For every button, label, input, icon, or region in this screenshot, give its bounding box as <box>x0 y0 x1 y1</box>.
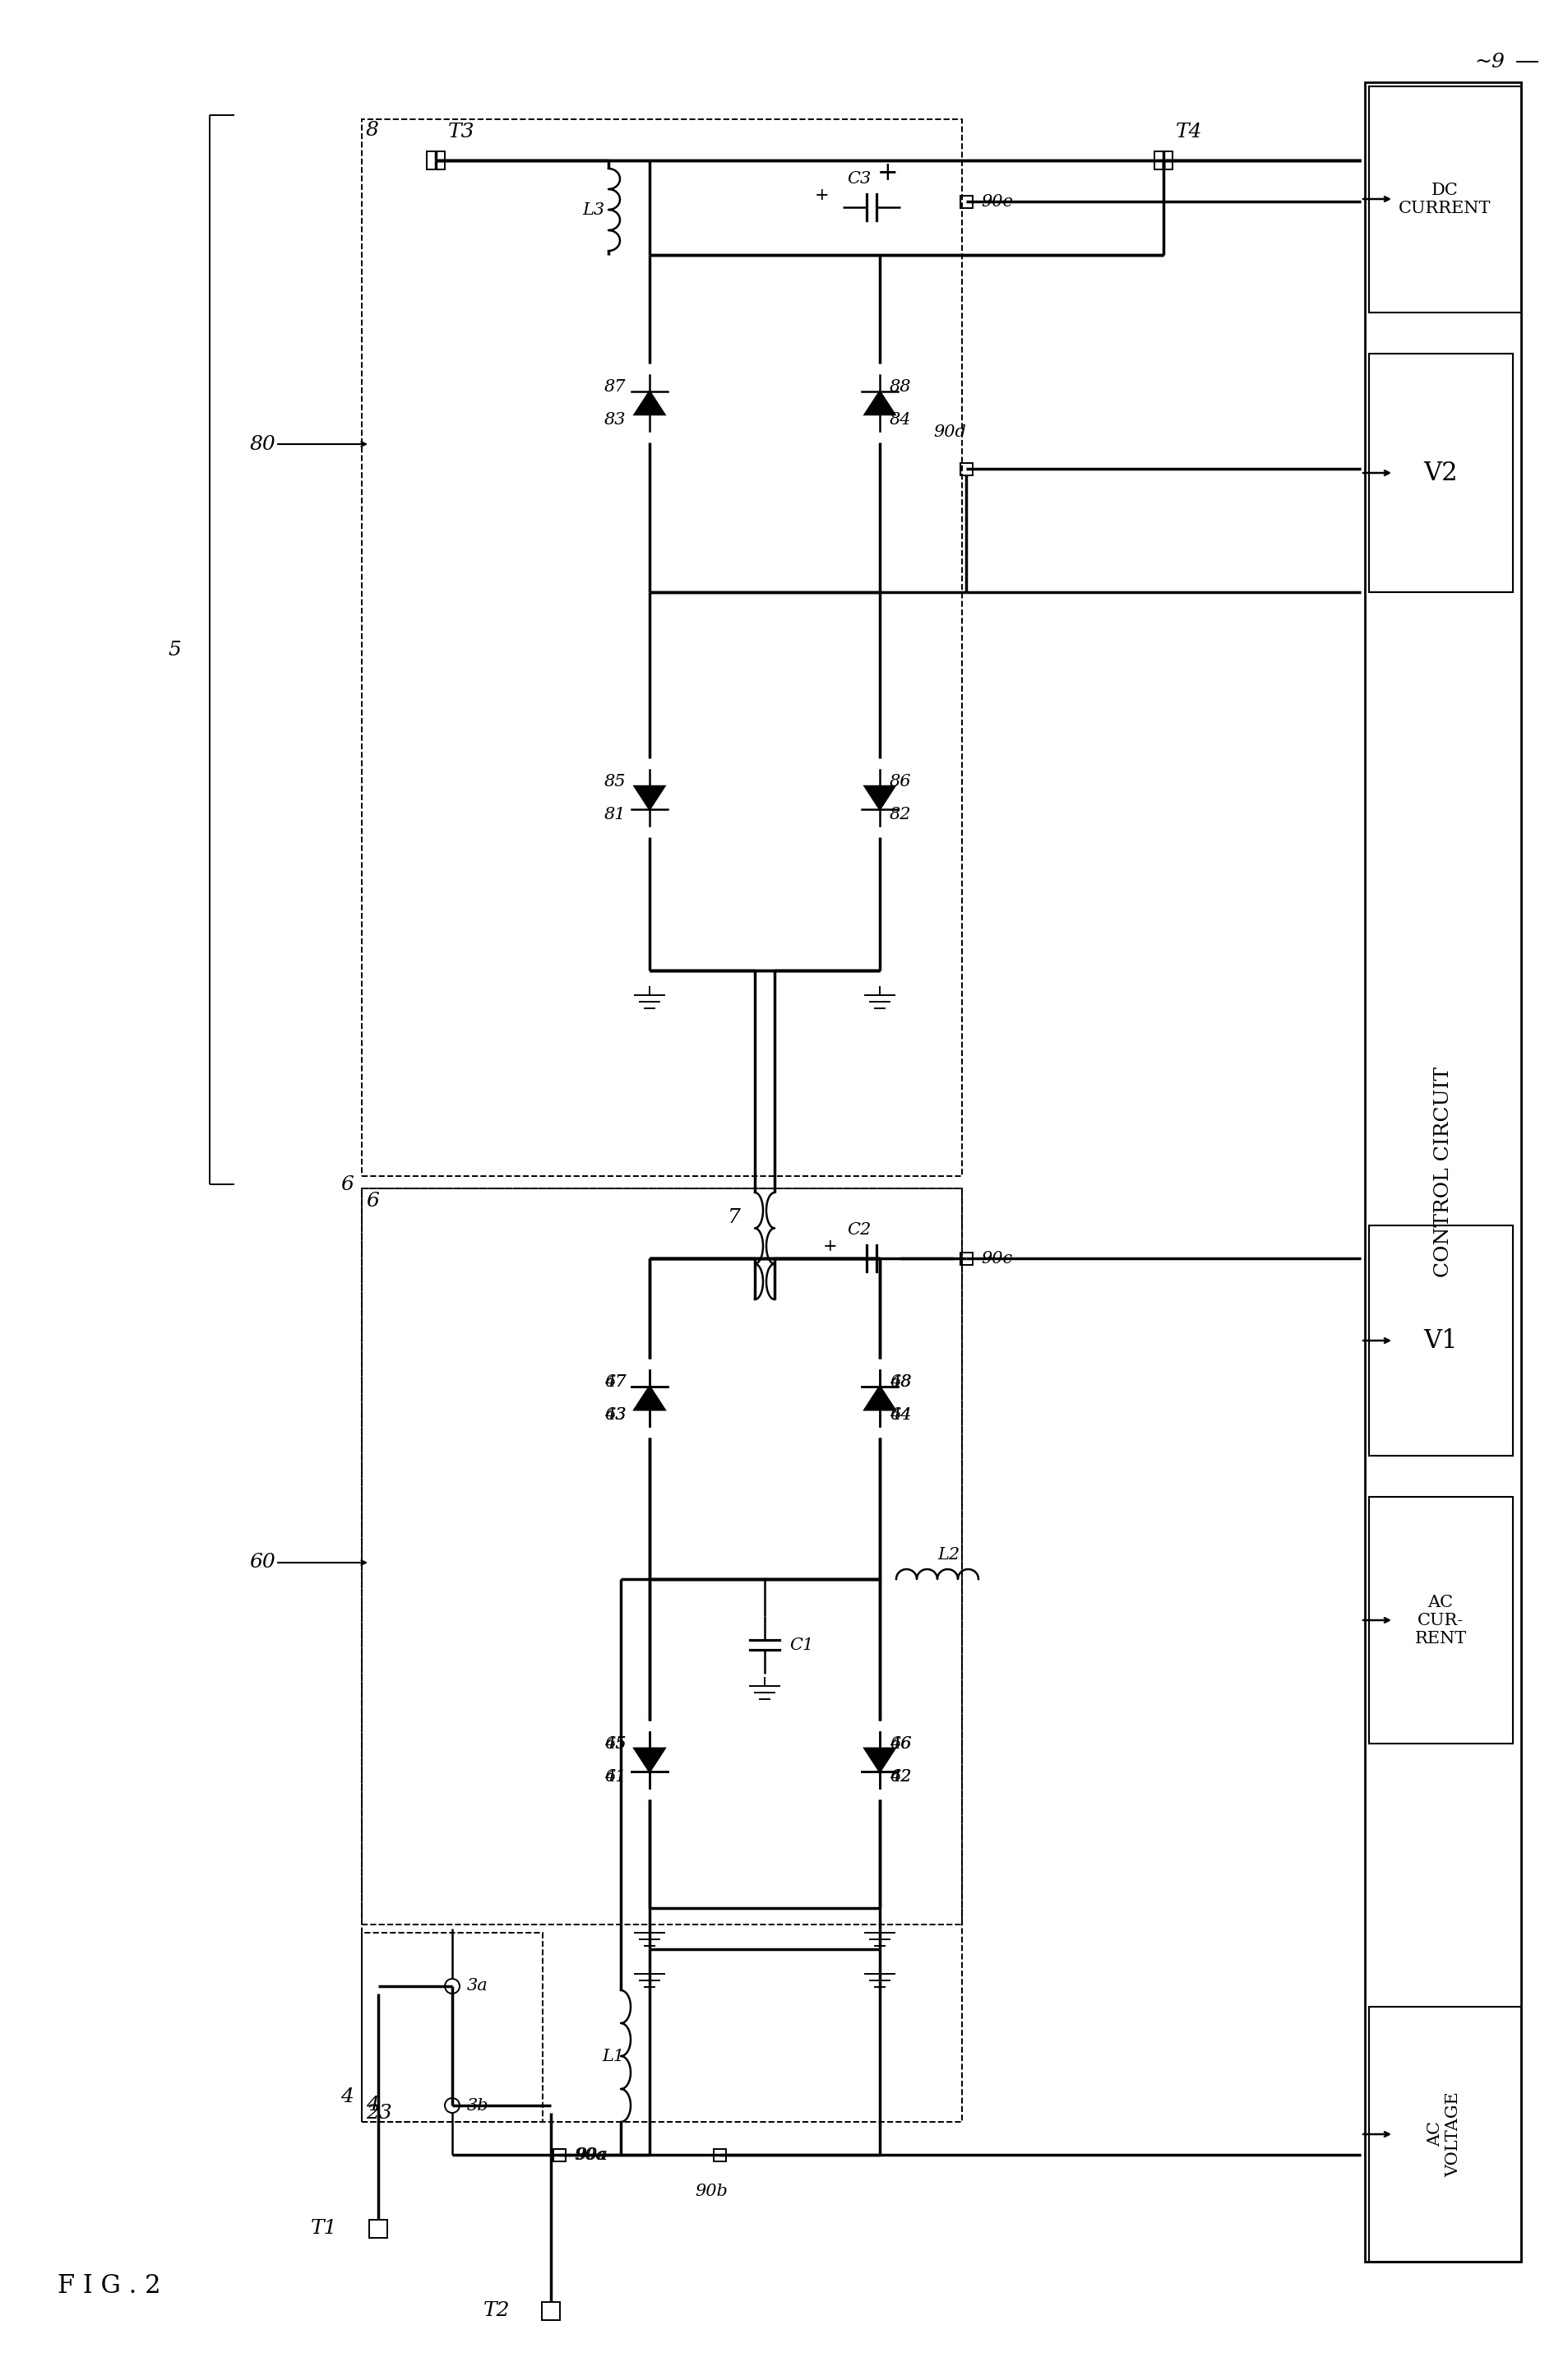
Polygon shape <box>635 391 665 414</box>
Polygon shape <box>866 1748 895 1772</box>
Text: T3: T3 <box>448 122 475 141</box>
Polygon shape <box>635 786 665 809</box>
Text: DC
CURRENT: DC CURRENT <box>1399 181 1491 216</box>
Text: 85: 85 <box>604 774 626 788</box>
Text: 61: 61 <box>604 1769 626 1784</box>
Text: 8: 8 <box>365 120 379 139</box>
Text: 41: 41 <box>604 1769 626 1784</box>
Text: L1: L1 <box>602 2047 624 2064</box>
Text: 66: 66 <box>889 1737 911 1751</box>
Text: 86: 86 <box>889 774 911 788</box>
Polygon shape <box>866 1386 895 1409</box>
Text: T1: T1 <box>310 2219 337 2238</box>
Text: 83: 83 <box>604 412 626 428</box>
Text: 3b: 3b <box>467 2097 489 2113</box>
Text: 48: 48 <box>889 1374 911 1391</box>
Text: 44: 44 <box>889 1407 911 1424</box>
Text: 90c: 90c <box>982 1249 1013 1266</box>
Text: 90a: 90a <box>574 2146 605 2162</box>
Text: V2: V2 <box>1424 461 1458 485</box>
Text: 80: 80 <box>249 435 276 454</box>
Polygon shape <box>866 1386 895 1409</box>
Text: L2: L2 <box>938 1546 960 1562</box>
Text: L3: L3 <box>582 202 604 216</box>
Text: 45: 45 <box>604 1737 626 1751</box>
Text: T2: T2 <box>483 2301 510 2320</box>
Bar <box>1154 151 1173 169</box>
Bar <box>1369 87 1521 313</box>
Text: C1: C1 <box>789 1638 814 1652</box>
Text: F I G . 2: F I G . 2 <box>58 2273 162 2299</box>
Bar <box>543 2301 560 2320</box>
Text: 90a: 90a <box>575 2146 608 2162</box>
Text: CONTROL CIRCUIT: CONTROL CIRCUIT <box>1433 1066 1452 1278</box>
Bar <box>362 1932 543 2122</box>
Text: 60: 60 <box>249 1553 276 1572</box>
Text: 88: 88 <box>889 379 911 395</box>
Text: V1: V1 <box>1424 1327 1458 1353</box>
Text: 90b: 90b <box>695 2184 728 2200</box>
Text: 63: 63 <box>604 1407 626 1424</box>
Polygon shape <box>635 1386 665 1409</box>
Text: 82: 82 <box>889 807 911 821</box>
Bar <box>1364 82 1521 2261</box>
Text: T4: T4 <box>1176 122 1203 141</box>
Text: 4: 4 <box>340 2087 353 2106</box>
Text: 87: 87 <box>604 379 626 395</box>
Text: C3: C3 <box>847 172 872 186</box>
Bar <box>960 464 972 475</box>
Bar <box>1369 2007 1521 2261</box>
Polygon shape <box>866 391 895 414</box>
Text: 6: 6 <box>365 1191 379 1209</box>
Text: 65: 65 <box>604 1737 626 1751</box>
Text: 64: 64 <box>889 1407 911 1424</box>
Text: +: + <box>815 188 829 202</box>
Polygon shape <box>635 1748 665 1772</box>
Text: 7: 7 <box>728 1207 740 1226</box>
Bar <box>1369 1226 1513 1457</box>
Bar <box>368 2219 387 2238</box>
Text: 46: 46 <box>889 1737 911 1751</box>
Text: AC
CUR-
RENT: AC CUR- RENT <box>1414 1595 1466 1647</box>
Polygon shape <box>866 786 895 809</box>
Bar <box>1369 353 1513 593</box>
Polygon shape <box>635 1386 665 1409</box>
Text: 68: 68 <box>889 1374 911 1391</box>
Bar <box>426 151 445 169</box>
Text: 3a: 3a <box>467 1979 488 1993</box>
Polygon shape <box>866 1748 895 1772</box>
Text: 47: 47 <box>604 1374 626 1391</box>
Text: 90d: 90d <box>933 424 966 440</box>
Bar <box>362 1188 963 1925</box>
Text: 42: 42 <box>889 1769 911 1784</box>
Text: 6: 6 <box>340 1174 353 1193</box>
Text: 4: 4 <box>365 2097 379 2115</box>
Bar <box>362 1188 963 2122</box>
Text: 62: 62 <box>889 1769 911 1784</box>
Text: AC
VOLTAGE: AC VOLTAGE <box>1428 2092 1461 2177</box>
Bar <box>1369 1497 1513 1744</box>
Text: 23: 23 <box>365 2104 392 2122</box>
Text: ~9: ~9 <box>1474 52 1505 71</box>
Polygon shape <box>635 1748 665 1772</box>
Text: 81: 81 <box>604 807 626 821</box>
Bar <box>362 120 963 1176</box>
Text: +: + <box>878 160 898 186</box>
Text: 43: 43 <box>604 1407 626 1424</box>
Bar <box>960 195 972 207</box>
Bar <box>554 2148 566 2160</box>
Bar <box>554 2148 566 2160</box>
Bar <box>713 2148 726 2160</box>
Text: 5: 5 <box>168 640 180 659</box>
Text: C2: C2 <box>847 1221 872 1238</box>
Text: 90e: 90e <box>982 193 1013 209</box>
Text: +: + <box>823 1238 837 1254</box>
Text: 84: 84 <box>889 412 911 428</box>
Bar <box>960 1252 972 1264</box>
Text: 67: 67 <box>604 1374 626 1391</box>
